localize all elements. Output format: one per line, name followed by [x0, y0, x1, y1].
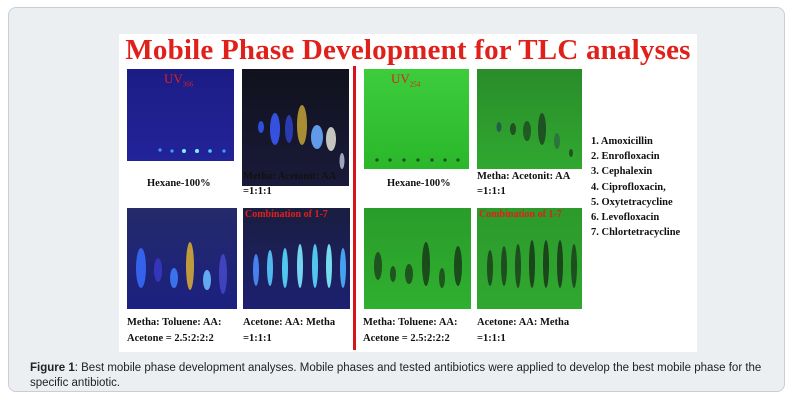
plate-uv254-acetone	[477, 208, 582, 309]
figure-image: Mobile Phase Development for TLC analyse…	[119, 34, 697, 352]
plate-uv366-metha-toluene	[127, 208, 237, 309]
plate-label-uv366-metha-toluene-1: Metha: Toluene: AA:	[127, 317, 222, 328]
antibiotic-item: 2. Enrofloxacin	[591, 151, 660, 163]
antibiotic-item: 5. Oxytetracycline	[591, 196, 673, 208]
plate-label-uv254-metha-toluene-1: Metha: Toluene: AA:	[363, 317, 458, 328]
caption-text: : Best mobile phase development analyses…	[30, 362, 762, 389]
section-divider	[353, 66, 356, 350]
plate-label-uv366-acetone-2: =1:1:1	[243, 333, 272, 344]
plate-uv254-metha-toluene	[364, 208, 471, 309]
plate-uv254-metha-acetonit	[477, 69, 582, 169]
plate-label-uv254-acetone-1: Acetone: AA: Metha	[477, 317, 570, 328]
plate-uv366-metha-acetonit	[242, 69, 349, 186]
figure-caption: Figure 1: Best mobile phase development …	[30, 361, 780, 391]
figure-card: Mobile Phase Development for TLC analyse…	[8, 7, 785, 392]
plate-label-uv366-metha-acetonit-1: Metha: Acetonit: AA	[243, 171, 337, 182]
plate-label-uv254-metha-acetonit-1: Metha: Acetonit: AA	[477, 171, 571, 182]
plate-uv366-acetone	[243, 208, 350, 309]
plate-label-uv366-acetone-1: Acetone: AA: Metha	[243, 317, 336, 328]
plate-uv254-hexane	[364, 69, 469, 169]
antibiotic-item: 3. Cephalexin	[591, 166, 653, 178]
uv366-label: UV366	[164, 71, 194, 89]
caption-label: Figure 1	[30, 362, 75, 374]
plate-label-uv254-hexane: Hexane-100%	[387, 178, 451, 189]
antibiotic-item: 1. Amoxicillin	[591, 136, 653, 147]
antibiotic-item: 4. Ciprofloxacin,	[591, 181, 666, 193]
plate-label-uv254-metha-acetonit-2: =1:1:1	[477, 186, 506, 197]
plate-label-uv254-acetone-2: =1:1:1	[477, 333, 506, 344]
antibiotic-item: 7. Chlortetracycline	[591, 227, 681, 239]
plate-label-uv366-hexane: Hexane-100%	[147, 178, 211, 189]
antibiotic-list: 1. Amoxicillin 2. Enrofloxacin 3. Cephal…	[591, 134, 680, 240]
combination-label-uv366: Combination of 1-7	[245, 209, 328, 220]
plate-label-uv366-metha-toluene-2: Acetone = 2.5:2:2:2	[127, 333, 214, 344]
combination-label-uv254: Combination of 1-7	[479, 209, 562, 220]
uv254-label: UV254	[391, 71, 421, 89]
plate-label-uv366-metha-acetonit-2: =1:1:1	[243, 186, 272, 197]
plate-label-uv254-metha-toluene-2: Acetone = 2.5:2:2:2	[363, 333, 450, 344]
figure-title: Mobile Phase Development for TLC analyse…	[125, 34, 691, 66]
antibiotic-item: 6. Levofloxacin	[591, 212, 660, 224]
plate-uv366-hexane	[127, 69, 234, 161]
